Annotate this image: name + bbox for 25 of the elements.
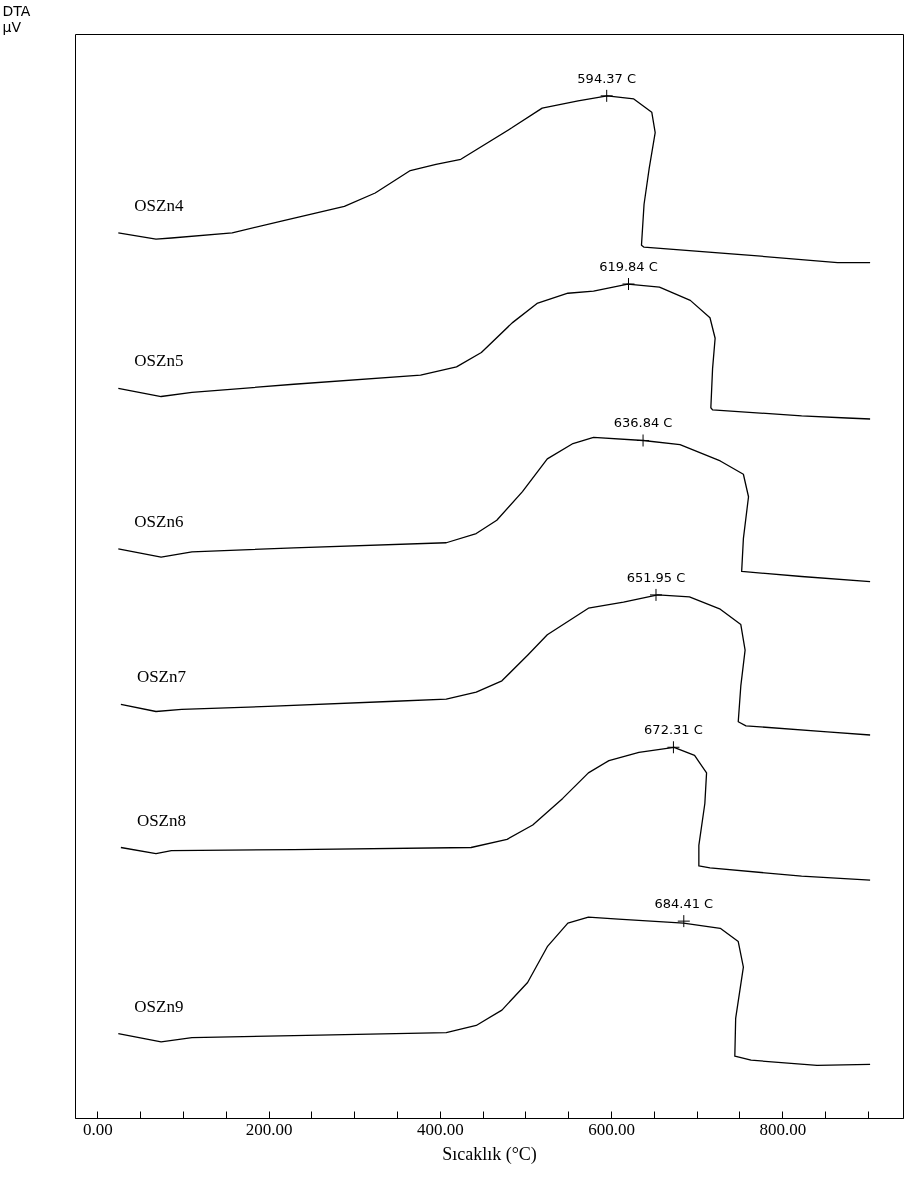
annotation: 672.31 C (644, 722, 703, 738)
x-tick-label: 0.00 (82, 1119, 113, 1139)
annotation: 594.37 C (577, 70, 637, 86)
annotation: 651.95 C (626, 569, 686, 585)
annotation: 619.84 C (599, 259, 658, 275)
series-label: OSZn5 (134, 351, 184, 371)
x-axis-title: Sıcaklık (°C) (442, 1143, 537, 1165)
point (636, 433, 650, 447)
x-tick-label: 400.00 (416, 1119, 464, 1139)
series-label: OSZn8 (136, 810, 187, 830)
point (666, 740, 680, 754)
x-tick-label: 600.00 (588, 1119, 635, 1139)
series-label: OSZn6 (134, 511, 184, 531)
point (622, 277, 635, 291)
point (600, 89, 614, 103)
x-tick-label: 800.00 (759, 1119, 807, 1139)
point (677, 914, 691, 928)
x-tick-label: 200.00 (245, 1119, 293, 1139)
text: DTA µV (2, 2, 31, 35)
series-label: OSZn4 (134, 195, 184, 215)
series-label: OSZn7 (136, 667, 187, 687)
series-label: OSZn9 (134, 996, 184, 1016)
point (649, 588, 663, 602)
annotation: 636.84 C (613, 415, 673, 431)
annotation: 684.41 C (654, 896, 714, 912)
